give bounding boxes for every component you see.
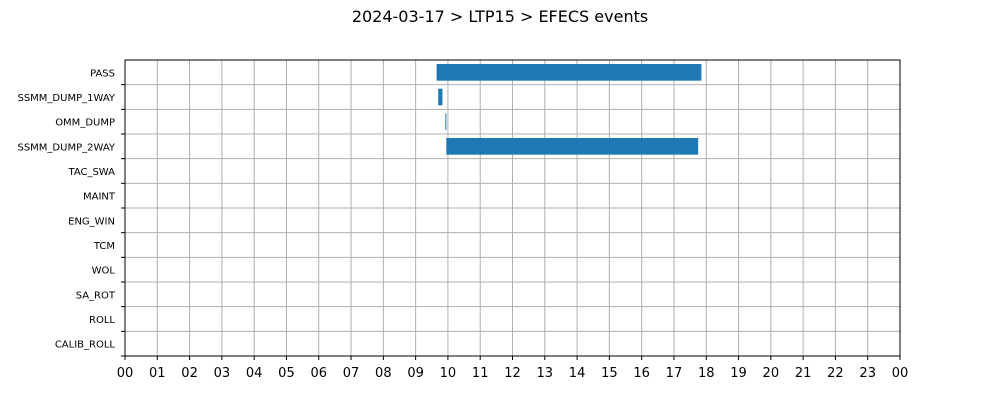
event-bar-ssmm-dump-1way <box>438 88 443 106</box>
event-bar-omm-dump <box>445 113 447 130</box>
x-tick-label: 07 <box>343 366 360 381</box>
y-tick-label: ROLL <box>89 315 115 326</box>
bars-layer <box>436 64 702 155</box>
x-tick-label: 19 <box>730 366 747 381</box>
y-tick-label: PASS <box>90 68 115 79</box>
x-tick-label: 13 <box>537 366 554 381</box>
x-tick-label: 23 <box>859 366 876 381</box>
x-tick-label: 21 <box>795 366 812 381</box>
y-axis: PASS SSMM_DUMP_1WAY OMM_DUMP SSMM_DUMP_2WAY… <box>17 68 125 357</box>
event-bar-ssmm-dump-2way <box>446 138 699 155</box>
x-axis: 00 01 02 03 04 05 06 07 08 09 10 11 12 13 14 15 16 17 18 19… <box>117 356 909 381</box>
x-tick-label: 12 <box>504 366 521 381</box>
y-tick-label: SSMM_DUMP_2WAY <box>17 142 115 153</box>
x-tick-label: 08 <box>375 366 392 381</box>
y-tick-label: CALIB_ROLL <box>55 340 116 351</box>
y-tick-label: SSMM_DUMP_1WAY <box>17 93 115 104</box>
x-tick-label: 06 <box>310 366 327 381</box>
y-tick-label: WOL <box>92 266 116 277</box>
x-tick-label: 15 <box>601 366 618 381</box>
x-tick-label: 04 <box>246 366 263 381</box>
x-tick-label: 22 <box>827 366 844 381</box>
y-tick-label: OMM_DUMP <box>55 118 115 129</box>
x-tick-label: 01 <box>149 366 166 381</box>
y-tick-label: MAINT <box>83 192 116 203</box>
x-tick-label: 00 <box>892 366 909 381</box>
x-tick-label: 02 <box>181 366 198 381</box>
x-tick-label: 14 <box>569 366 586 381</box>
x-tick-label: 05 <box>278 366 295 381</box>
x-tick-label: 00 <box>117 366 134 381</box>
y-tick-label: TCM <box>93 241 115 252</box>
x-tick-label: 18 <box>698 366 715 381</box>
grid <box>124 60 901 356</box>
x-tick-label: 10 <box>440 366 457 381</box>
y-tick-label: ENG_WIN <box>68 216 115 227</box>
y-tick-label: TAC_SWA <box>67 167 115 178</box>
x-tick-label: 11 <box>472 366 489 381</box>
x-tick-label: 16 <box>633 366 650 381</box>
x-tick-label: 09 <box>407 366 424 381</box>
x-tick-label: 17 <box>666 366 683 381</box>
event-bar-pass <box>436 64 702 81</box>
chart-title: 2024-03-17 > LTP15 > EFECS events <box>352 7 648 26</box>
x-tick-label: 20 <box>763 366 780 381</box>
y-tick-label: SA_ROT <box>76 290 116 301</box>
x-tick-label: 03 <box>214 366 231 381</box>
